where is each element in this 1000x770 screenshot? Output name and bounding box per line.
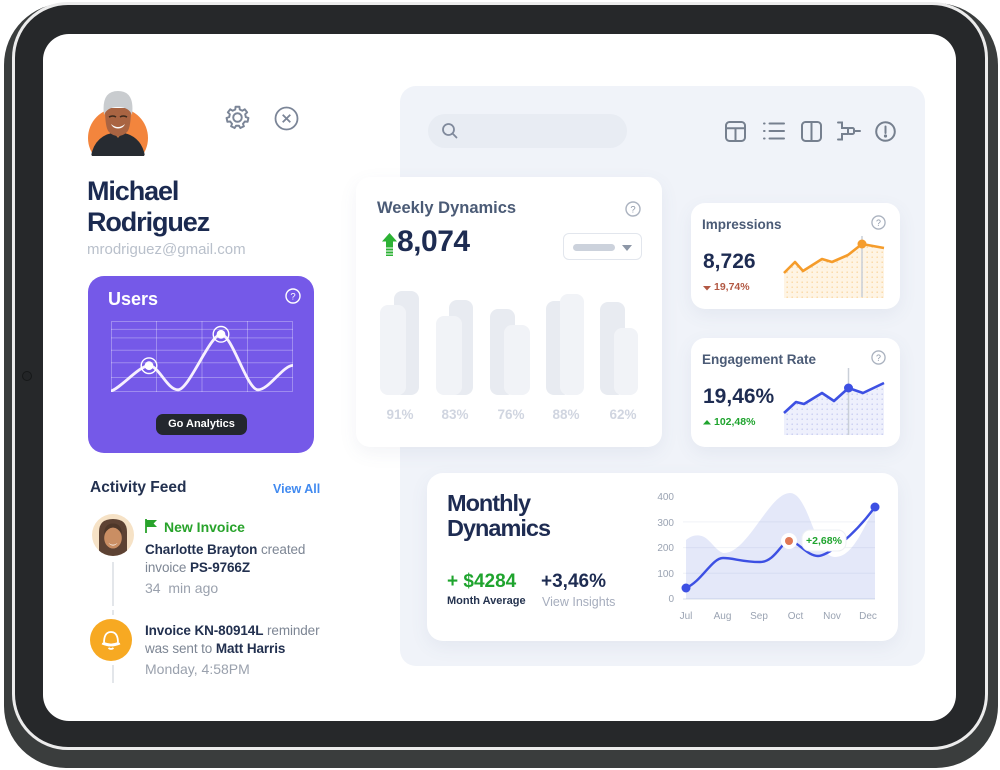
- svg-text:100: 100: [657, 569, 674, 580]
- svg-text:?: ?: [876, 218, 881, 228]
- svg-text:Nov: Nov: [823, 611, 841, 622]
- svg-text:?: ?: [876, 353, 881, 363]
- svg-text:Sep: Sep: [750, 611, 768, 622]
- svg-text:300: 300: [657, 518, 674, 529]
- svg-text:Dec: Dec: [859, 611, 877, 622]
- svg-text:+2,68%: +2,68%: [806, 535, 843, 547]
- svg-text:?: ?: [290, 292, 295, 303]
- svg-text:Oct: Oct: [788, 611, 804, 622]
- svg-text:400: 400: [657, 492, 674, 503]
- svg-text:200: 200: [657, 543, 674, 554]
- svg-text:0: 0: [668, 594, 674, 605]
- svg-text:Aug: Aug: [714, 611, 732, 622]
- svg-text:?: ?: [630, 205, 635, 216]
- svg-text:Jul: Jul: [680, 611, 693, 622]
